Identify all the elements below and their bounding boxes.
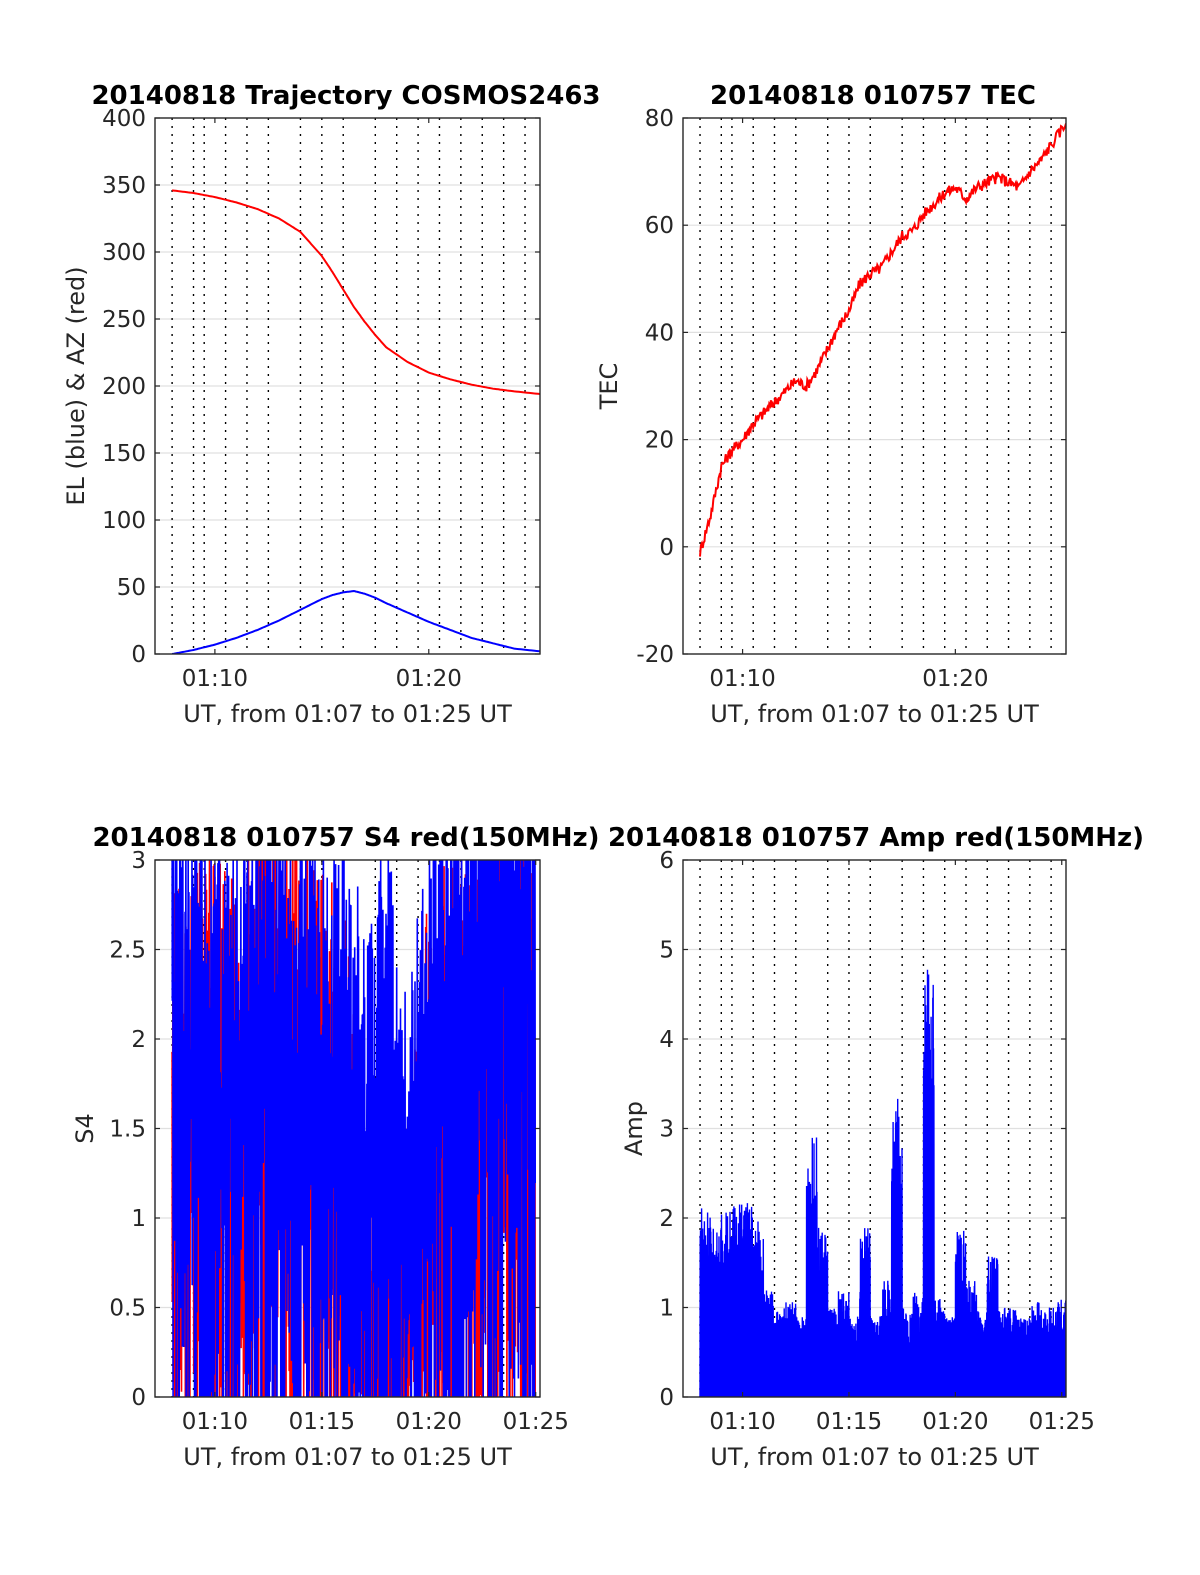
series-line-1 [699,969,1066,1397]
y-tick-label: 2.5 [109,938,146,964]
series-line-1 [171,189,540,395]
y-tick-label: 80 [645,106,674,132]
x-tick-label: 01:10 [182,1409,248,1435]
y-tick-label: 300 [102,240,146,266]
y-tick-label: 0 [131,1385,146,1411]
y-tick-label: 0 [659,535,674,561]
x-tick-label: 01:15 [816,1409,882,1435]
series-line-1 [699,123,1066,557]
series-line-2 [171,860,537,1397]
y-tick-label: 350 [102,173,146,199]
chart-panel-4: 0 1 2 3 4 5 6 01:10 01:15 01:20 01:25 20140818 0107… [608,823,1144,1471]
y-tick-label: 400 [102,106,146,132]
series-line-2 [171,589,540,654]
x-axis-label: UT, from 01:07 to 01:25 UT [710,1443,1039,1471]
y-tick-label: 40 [645,320,674,346]
y-tick-label: 1 [131,1206,146,1232]
x-tick-label: 01:20 [922,1409,988,1435]
plot-area [171,189,540,654]
y-tick-label: 3 [659,1117,674,1143]
y-tick-label: 250 [102,307,146,333]
x-tick-label: 01:20 [922,666,988,692]
x-tick-label: 01:10 [709,1409,775,1435]
x-tick-label: 01:10 [182,666,248,692]
x-axis-label: UT, from 01:07 to 01:25 UT [710,700,1039,728]
y-tick-label: 6 [659,848,674,874]
y-tick-label: 20 [645,428,674,454]
chart-title: 20140818 010757 Amp red(150MHz) [608,823,1144,853]
y-tick-label: 0 [131,642,146,668]
plot-area [171,860,537,1397]
y-tick-label: 150 [102,441,146,467]
y-tick-label: 100 [102,508,146,534]
y-tick-label: 3 [131,848,146,874]
x-axis-label: UT, from 01:07 to 01:25 UT [183,700,512,728]
y-tick-label: -20 [636,642,674,668]
chart-panel-1: 0 50 100 150 200 250 300 350 400 01:10 01:20 201408… [62,81,601,728]
chart-panel-3: 0 0.5 1 1.5 2 2.5 3 01:10 01:15 01:20 01:25 2014081… [71,823,600,1471]
plot-area [699,969,1066,1397]
axes-box [682,117,1067,655]
y-tick-label: 1.5 [109,1117,146,1143]
chart-panel-2: -20 0 20 40 60 80 01:10 01:20 20140818 010757 TE… [595,81,1067,728]
y-tick-label: 200 [102,374,146,400]
y-axis-label: S4 [71,1113,99,1144]
chart-title: 20140818 010757 TEC [710,81,1036,111]
y-tick-label: 2 [659,1206,674,1232]
y-tick-label: 2 [131,1027,146,1053]
y-tick-label: 60 [645,213,674,239]
y-tick-label: 0.5 [109,1296,146,1322]
y-axis-label: Amp [620,1101,648,1156]
x-tick-label: 01:25 [1029,1409,1095,1435]
plot-area [699,123,1066,557]
y-tick-label: 50 [117,575,146,601]
y-tick-label: 5 [659,938,674,964]
y-tick-label: 0 [659,1385,674,1411]
y-axis-label: TEC [595,363,623,411]
y-tick-label: 1 [659,1296,674,1322]
x-tick-label: 01:15 [289,1409,355,1435]
y-axis-label: EL (blue) & AZ (red) [62,266,90,505]
x-tick-label: 01:10 [709,666,775,692]
x-axis-label: UT, from 01:07 to 01:25 UT [183,1443,512,1471]
y-tick-label: 4 [659,1027,674,1053]
x-tick-label: 01:20 [396,666,462,692]
x-tick-label: 01:25 [503,1409,569,1435]
x-tick-label: 01:20 [396,1409,462,1435]
chart-title: 20140818 Trajectory COSMOS2463 [91,81,600,111]
chart-title: 20140818 010757 S4 red(150MHz) [92,823,599,853]
